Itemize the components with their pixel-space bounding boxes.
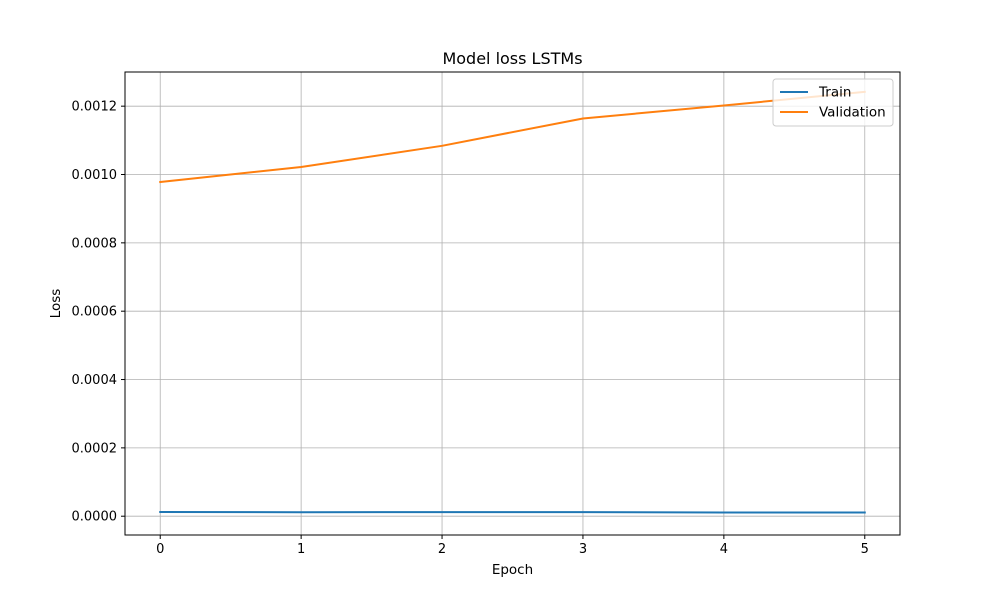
legend: Train Validation bbox=[772, 78, 894, 127]
y-tick-label: 0.0008 bbox=[72, 236, 118, 251]
x-tick-label: 2 bbox=[438, 542, 446, 557]
y-tick-label: 0.0006 bbox=[72, 305, 118, 320]
legend-label-train: Train bbox=[818, 85, 851, 101]
y-tick-label: 0.0010 bbox=[72, 168, 118, 183]
x-tick-label: 5 bbox=[861, 542, 869, 557]
y-tick-label: 0.0002 bbox=[72, 441, 118, 456]
y-tick-label: 0.0012 bbox=[72, 100, 118, 115]
x-tick-label: 4 bbox=[720, 542, 728, 557]
grid-lines bbox=[125, 72, 900, 535]
y-axis-ticks: 0.0000 0.0002 0.0004 0.0006 0.0008 0.0010 0.00… bbox=[72, 100, 125, 525]
x-tick-label: 0 bbox=[156, 542, 164, 557]
y-tick-label: 0.0004 bbox=[72, 373, 118, 388]
legend-label-validation: Validation bbox=[819, 105, 886, 121]
series-line-validation bbox=[159, 90, 866, 184]
x-axis-ticks: 0 1 2 3 4 5 bbox=[156, 535, 869, 557]
series-lines bbox=[159, 90, 866, 514]
series-line-train bbox=[159, 510, 866, 514]
y-tick-label: 0.0000 bbox=[72, 510, 118, 525]
chart-title: Model loss LSTMs bbox=[442, 49, 582, 68]
x-axis-label: Epoch bbox=[492, 562, 533, 578]
legend-box bbox=[772, 78, 894, 127]
plot-area-frame bbox=[124, 71, 901, 536]
x-tick-label: 1 bbox=[297, 542, 305, 557]
x-tick-label: 3 bbox=[579, 542, 587, 557]
y-axis-label: Loss bbox=[48, 289, 64, 319]
